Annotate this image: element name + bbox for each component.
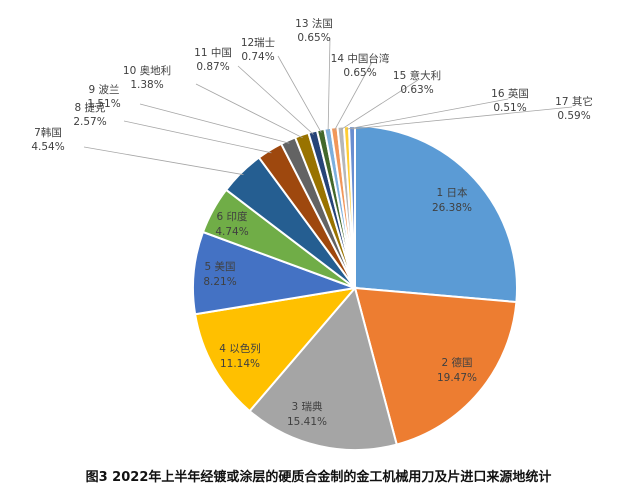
slice-label-value-11: 0.87% bbox=[196, 61, 229, 73]
leader-line-14 bbox=[334, 61, 373, 131]
leader-line-9 bbox=[139, 103, 290, 144]
slice-label-name-12: 12瑞士 bbox=[241, 36, 275, 49]
leader-line-16 bbox=[346, 98, 509, 130]
slice-label-value-13: 0.65% bbox=[297, 32, 330, 44]
slice-label-name-11: 11 中国 bbox=[194, 46, 232, 59]
slice-label-name-14: 14 中国台湾 bbox=[331, 52, 390, 65]
slice-label-name-10: 10 奥地利 bbox=[123, 64, 171, 77]
slice-label-value-8: 2.57% bbox=[73, 116, 106, 128]
chart-title: 图3 2022年上半年经镀或涂层的硬质合金制的金工机械用刀及片进口来源地统计 bbox=[85, 470, 552, 485]
slice-label-name-2: 2 德国 bbox=[441, 356, 472, 369]
pie-slice-17 bbox=[347, 124, 356, 289]
pie-slice-3 bbox=[248, 285, 398, 452]
leader-lines bbox=[83, 37, 573, 176]
slice-label-name-16: 16 英国 bbox=[491, 87, 529, 100]
slice-label-value-6: 4.74% bbox=[215, 226, 248, 238]
slice-label-value-7: 4.54% bbox=[31, 141, 64, 153]
slice-label-value-2: 19.47% bbox=[437, 372, 477, 384]
slice-label-value-10: 1.38% bbox=[130, 79, 163, 91]
slice-label-name-6: 6 印度 bbox=[216, 210, 248, 223]
slice-label-name-3: 3 瑞典 bbox=[291, 400, 323, 413]
slice-label-name-4: 4 以色列 bbox=[219, 342, 261, 355]
slice-label-name-7: 7韩国 bbox=[34, 126, 62, 139]
slice-label-value-16: 0.51% bbox=[493, 102, 526, 114]
slice-label-value-14: 0.65% bbox=[343, 67, 376, 79]
slice-label-value-1: 26.38% bbox=[432, 202, 472, 214]
leader-line-13 bbox=[327, 37, 331, 132]
slice-label-name-8: 8 捷克 bbox=[74, 101, 106, 114]
slice-label-value-15: 0.63% bbox=[400, 84, 433, 96]
slice-label-name-5: 5 美国 bbox=[204, 260, 235, 273]
slice-labels: 1 日本 26.38% 2 德国 19.47% 3 瑞典 15.41% 4 以色列 11.14… bbox=[31, 17, 593, 428]
pie-slice-2 bbox=[353, 286, 518, 446]
leader-line-11 bbox=[237, 65, 314, 135]
pie-slice-4 bbox=[193, 286, 358, 413]
slice-label-value-3: 15.41% bbox=[287, 416, 327, 428]
leader-line-10 bbox=[195, 83, 303, 139]
leader-line-12 bbox=[277, 55, 322, 133]
leader-line-15 bbox=[340, 79, 419, 130]
slice-label-name-15: 15 意大利 bbox=[393, 69, 441, 82]
pie-slice-1 bbox=[354, 124, 518, 304]
leader-line-7 bbox=[83, 146, 244, 176]
slice-label-value-5: 8.21% bbox=[203, 276, 236, 288]
pie-slices bbox=[192, 124, 518, 452]
slice-label-name-9: 9 波兰 bbox=[88, 83, 119, 96]
leader-line-8 bbox=[123, 120, 272, 154]
slice-label-name-17: 17 其它 bbox=[555, 95, 593, 108]
slice-label-value-4: 11.14% bbox=[220, 358, 260, 370]
slice-label-value-12: 0.74% bbox=[241, 51, 274, 63]
leader-line-17 bbox=[352, 106, 573, 130]
slice-label-name-1: 1 日本 bbox=[436, 186, 468, 199]
slice-label-name-13: 13 法国 bbox=[295, 17, 333, 30]
slice-label-value-9: 1.51% bbox=[87, 98, 120, 110]
slice-label-value-17: 0.59% bbox=[557, 110, 590, 122]
